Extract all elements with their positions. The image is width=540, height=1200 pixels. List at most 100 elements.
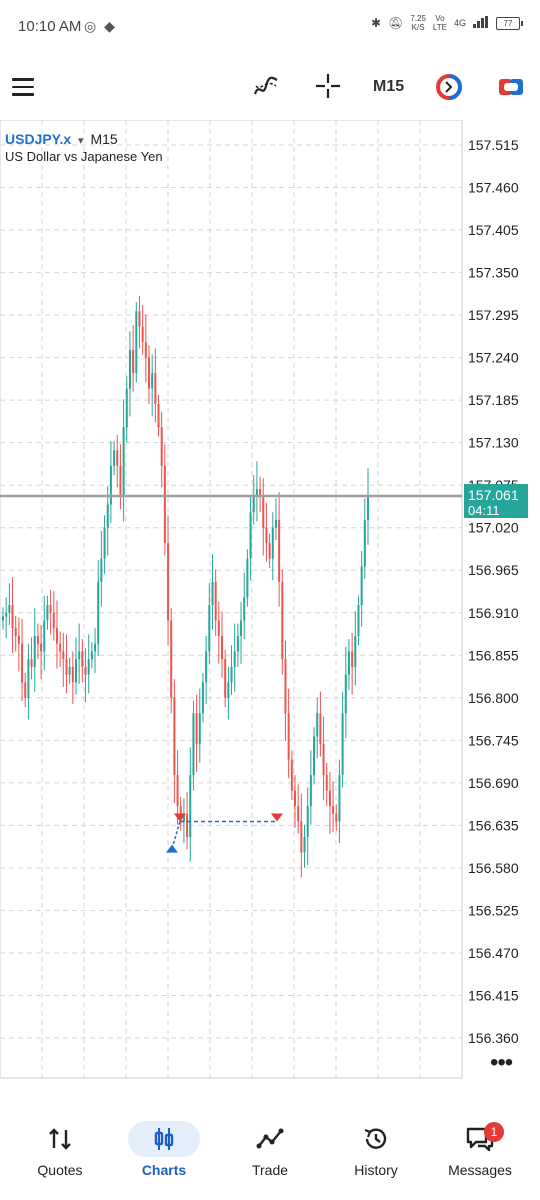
price-chart[interactable]: 157.515 157.460 157.405 157.350 157.295 157.2…: [0, 120, 540, 1080]
symbol-dropdown-icon[interactable]: ▾: [78, 135, 84, 147]
candle-body: [100, 558, 103, 582]
whatsapp-icon: ◎: [84, 18, 97, 34]
charts-icon: [110, 1110, 218, 1157]
price-axis-label: 156.525: [468, 902, 519, 918]
candle-body: [281, 581, 284, 660]
candle-body: [128, 349, 131, 389]
candle-body: [297, 806, 300, 822]
trade-icon[interactable]: [434, 72, 464, 107]
current-price-label-bg: [464, 484, 528, 519]
candle-body: [87, 659, 90, 675]
more-options-icon[interactable]: •••: [490, 1049, 513, 1076]
candle-body: [84, 666, 87, 675]
candle-body: [360, 566, 363, 606]
nav-label-messages: Messages: [448, 1162, 512, 1178]
candle-body: [116, 450, 119, 466]
price-axis-label: 157.350: [468, 265, 519, 281]
candle-body: [201, 682, 204, 714]
candle-body: [198, 713, 201, 745]
network-speed: 7.25 K/S: [410, 14, 426, 32]
buy-arrow-icon[interactable]: [166, 844, 178, 853]
nav-history[interactable]: History: [322, 1110, 430, 1178]
candle-body: [52, 612, 55, 629]
price-axis-label: 157.240: [468, 350, 519, 366]
candle-body: [40, 643, 43, 652]
indicators-icon[interactable]: [252, 72, 280, 105]
signal-icon: [473, 15, 489, 31]
candle-body: [132, 349, 135, 374]
chart-symbol-row[interactable]: USDJPY.x ▾ M15: [5, 131, 118, 147]
nav-trade[interactable]: Trade: [216, 1110, 324, 1178]
candle-body: [157, 404, 160, 428]
crosshair-icon[interactable]: [314, 72, 342, 105]
price-axis-label: 157.130: [468, 435, 519, 451]
candle-body: [154, 373, 157, 405]
timeframe-button[interactable]: M15: [373, 78, 405, 95]
price-axis-label: 156.635: [468, 817, 519, 833]
battery-icon: 77: [496, 16, 523, 30]
candle-body: [252, 496, 255, 513]
candle-body: [119, 465, 122, 497]
candle-body: [262, 496, 265, 528]
candle-body: [148, 357, 150, 389]
nav-charts[interactable]: Charts: [110, 1110, 218, 1178]
candle-body: [294, 790, 296, 807]
price-axis-label: 157.185: [468, 392, 519, 408]
candle-body: [59, 643, 62, 652]
candle-body: [14, 628, 17, 636]
menu-icon[interactable]: [12, 78, 34, 96]
candle-body: [97, 581, 100, 644]
candle-body: [351, 651, 354, 667]
candle-body: [192, 713, 195, 776]
plot-frame: [0, 120, 463, 1079]
candle-body: [62, 651, 65, 660]
candle-body: [71, 666, 74, 683]
candle-body: [151, 373, 154, 389]
bar-countdown-label: 04:11: [468, 503, 500, 518]
speed-unit: K/S: [411, 23, 425, 32]
symbol-name[interactable]: USDJPY.x: [5, 131, 72, 147]
switch-icon[interactable]: [496, 72, 526, 107]
candle-body: [17, 635, 20, 644]
nav-messages[interactable]: 1 Messages: [426, 1110, 534, 1178]
candle-body: [182, 813, 185, 822]
active-pill: [128, 1121, 200, 1157]
candle-body: [344, 674, 347, 714]
history-icon: [322, 1110, 430, 1154]
candle-body: [109, 465, 112, 505]
candle-body: [43, 620, 46, 652]
candle-body: [103, 527, 106, 559]
candle-body: [21, 643, 24, 683]
nav-quotes[interactable]: Quotes: [6, 1110, 114, 1178]
candle-body: [46, 605, 49, 621]
candle-body: [335, 813, 338, 822]
trade-nav-icon: [216, 1110, 324, 1154]
price-axis-label: 156.745: [468, 732, 519, 748]
sell-arrow-icon[interactable]: [174, 813, 186, 822]
price-axis-label: 156.855: [468, 647, 519, 663]
price-axis-label: 157.405: [468, 222, 519, 238]
candle-body: [303, 836, 306, 853]
network-type: 4G: [453, 18, 466, 28]
mute-icon: 🔕︎: [388, 16, 404, 30]
bluetooth-icon: ✱: [371, 16, 382, 30]
candle-body: [313, 736, 316, 776]
chart-area[interactable]: 157.515 157.460 157.405 157.350 157.295 157.2…: [0, 120, 540, 1080]
candle-body: [125, 388, 128, 428]
candle-body: [24, 682, 27, 698]
price-axis-label: 157.515: [468, 137, 519, 153]
status-bar: 10:10 AM ◎ ◆ ✱ 🔕︎ 7.25 K/S Vo LTE 4G 77: [0, 0, 540, 56]
speed-value: 7.25: [410, 14, 426, 23]
candle-body: [90, 651, 93, 660]
candle-body: [170, 620, 173, 698]
candle-body: [290, 759, 293, 791]
candle-body: [11, 605, 14, 629]
candle-body: [236, 635, 239, 652]
candle-body: [217, 620, 220, 636]
candle-body: [27, 659, 30, 698]
candle-body: [49, 605, 52, 613]
candle-body: [268, 543, 271, 559]
candle-body: [284, 659, 287, 714]
price-axis-label: 156.415: [468, 987, 519, 1003]
sell-arrow-icon[interactable]: [271, 813, 283, 822]
